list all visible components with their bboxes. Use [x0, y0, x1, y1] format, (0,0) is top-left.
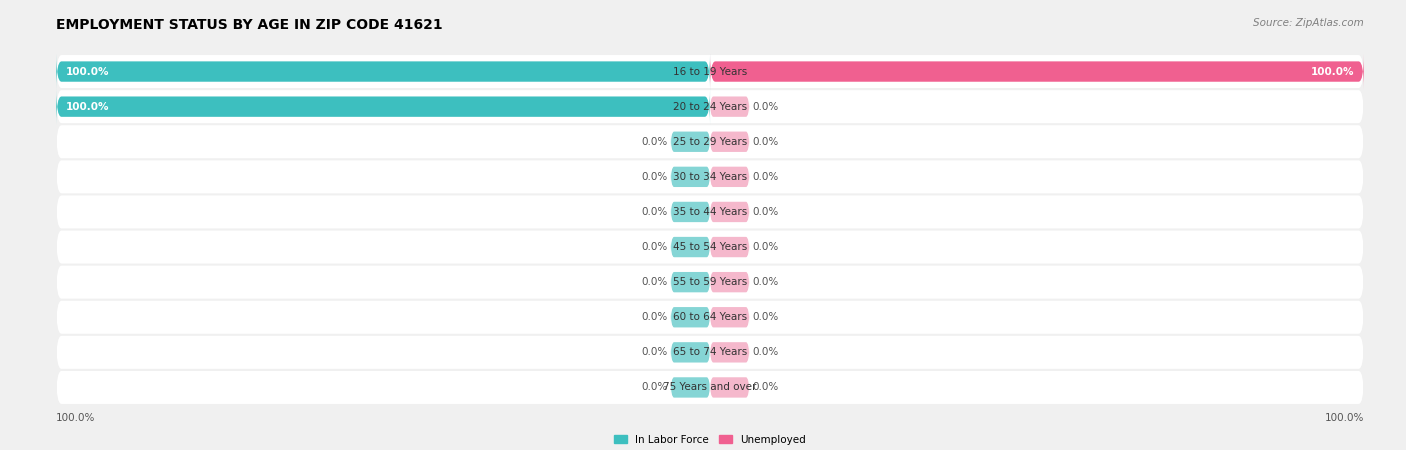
Text: 0.0%: 0.0%: [641, 137, 668, 147]
FancyBboxPatch shape: [56, 301, 1364, 334]
Text: 0.0%: 0.0%: [641, 207, 668, 217]
Text: 0.0%: 0.0%: [641, 347, 668, 357]
FancyBboxPatch shape: [56, 336, 1364, 369]
Text: 25 to 29 Years: 25 to 29 Years: [673, 137, 747, 147]
Text: 75 Years and over: 75 Years and over: [664, 382, 756, 392]
Text: 0.0%: 0.0%: [641, 312, 668, 322]
Text: 0.0%: 0.0%: [752, 312, 779, 322]
Text: Source: ZipAtlas.com: Source: ZipAtlas.com: [1253, 18, 1364, 28]
FancyBboxPatch shape: [710, 237, 749, 257]
Text: 0.0%: 0.0%: [641, 277, 668, 287]
FancyBboxPatch shape: [671, 237, 710, 257]
FancyBboxPatch shape: [56, 230, 1364, 264]
FancyBboxPatch shape: [56, 90, 1364, 123]
Text: 100.0%: 100.0%: [56, 413, 96, 423]
FancyBboxPatch shape: [710, 131, 749, 152]
Text: 100.0%: 100.0%: [66, 102, 110, 112]
FancyBboxPatch shape: [671, 307, 710, 328]
Text: 30 to 34 Years: 30 to 34 Years: [673, 172, 747, 182]
Text: 60 to 64 Years: 60 to 64 Years: [673, 312, 747, 322]
Text: 0.0%: 0.0%: [752, 382, 779, 392]
FancyBboxPatch shape: [56, 266, 1364, 299]
Text: 0.0%: 0.0%: [641, 242, 668, 252]
FancyBboxPatch shape: [56, 371, 1364, 404]
FancyBboxPatch shape: [671, 166, 710, 187]
FancyBboxPatch shape: [710, 202, 749, 222]
FancyBboxPatch shape: [710, 307, 749, 328]
FancyBboxPatch shape: [56, 89, 710, 125]
Text: 0.0%: 0.0%: [752, 347, 779, 357]
FancyBboxPatch shape: [671, 377, 710, 398]
Text: 0.0%: 0.0%: [641, 172, 668, 182]
FancyBboxPatch shape: [56, 54, 710, 90]
Text: 100.0%: 100.0%: [1324, 413, 1364, 423]
Text: 35 to 44 Years: 35 to 44 Years: [673, 207, 747, 217]
Text: 55 to 59 Years: 55 to 59 Years: [673, 277, 747, 287]
Text: 0.0%: 0.0%: [752, 207, 779, 217]
FancyBboxPatch shape: [671, 131, 710, 152]
FancyBboxPatch shape: [671, 272, 710, 292]
Text: 45 to 54 Years: 45 to 54 Years: [673, 242, 747, 252]
FancyBboxPatch shape: [671, 342, 710, 363]
FancyBboxPatch shape: [710, 342, 749, 363]
FancyBboxPatch shape: [710, 54, 1364, 90]
Text: 16 to 19 Years: 16 to 19 Years: [673, 67, 747, 76]
Text: 0.0%: 0.0%: [752, 277, 779, 287]
Legend: In Labor Force, Unemployed: In Labor Force, Unemployed: [610, 431, 810, 449]
Text: 0.0%: 0.0%: [752, 137, 779, 147]
Text: 0.0%: 0.0%: [752, 242, 779, 252]
FancyBboxPatch shape: [56, 125, 1364, 158]
FancyBboxPatch shape: [710, 272, 749, 292]
FancyBboxPatch shape: [671, 202, 710, 222]
Text: 100.0%: 100.0%: [1310, 67, 1354, 76]
Text: 20 to 24 Years: 20 to 24 Years: [673, 102, 747, 112]
Text: 0.0%: 0.0%: [752, 102, 779, 112]
FancyBboxPatch shape: [56, 160, 1364, 194]
Text: 0.0%: 0.0%: [752, 172, 779, 182]
Text: EMPLOYMENT STATUS BY AGE IN ZIP CODE 41621: EMPLOYMENT STATUS BY AGE IN ZIP CODE 416…: [56, 18, 443, 32]
Text: 0.0%: 0.0%: [641, 382, 668, 392]
Text: 100.0%: 100.0%: [66, 67, 110, 76]
FancyBboxPatch shape: [710, 377, 749, 398]
FancyBboxPatch shape: [710, 166, 749, 187]
FancyBboxPatch shape: [56, 55, 1364, 88]
Text: 65 to 74 Years: 65 to 74 Years: [673, 347, 747, 357]
FancyBboxPatch shape: [710, 96, 749, 117]
FancyBboxPatch shape: [56, 195, 1364, 229]
